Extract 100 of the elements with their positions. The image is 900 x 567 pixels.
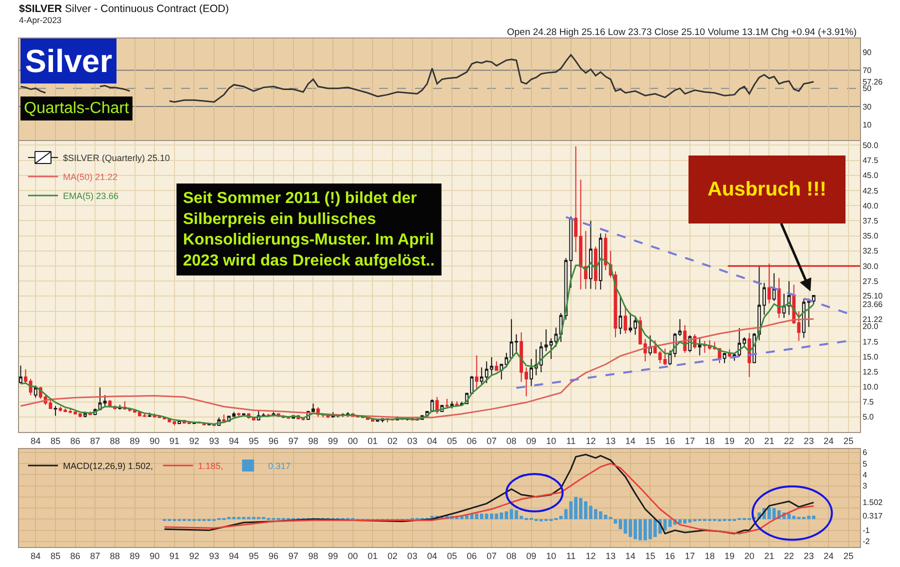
- x-tick-label: 16: [665, 550, 676, 561]
- x-tick-label: 97: [288, 436, 298, 446]
- y-tick-label: 50.0: [862, 141, 879, 150]
- y-tick-label: 90: [862, 48, 872, 57]
- x-tick-label: 93: [209, 436, 220, 446]
- x-tick-label: 14: [625, 550, 636, 561]
- x-tick-label: 95: [248, 436, 259, 446]
- legend-label: MACD(12,26,9) 1.502,: [63, 461, 154, 472]
- annotation: Ausbruch !!!: [708, 178, 826, 200]
- x-tick-label: 87: [90, 550, 100, 561]
- x-tick-label: 15: [645, 436, 656, 446]
- legend-label: $SILVER (Quarterly) 25.10: [63, 153, 170, 164]
- x-tick-label: 05: [446, 550, 457, 561]
- x-tick-label: 09: [526, 436, 536, 446]
- x-tick-label: 87: [90, 436, 100, 446]
- y-tick-label: 7.5: [862, 398, 874, 407]
- x-tick-label: 01: [368, 436, 378, 446]
- x-tick-label: 04: [427, 436, 438, 446]
- x-tick-label: 05: [446, 436, 457, 446]
- text: $SILVER Silver - Continuous Contract (EOD): [19, 3, 229, 15]
- x-tick-label: 92: [189, 436, 200, 446]
- x-tick-label: 18: [704, 436, 715, 446]
- x-tick-label: 85: [50, 436, 60, 446]
- annotation: Seit Sommer 2011 (!) bildet der Silberpreis ein bullisches Konsolidierungs-Muster. Im April 2023 wird das Dreieck aufgelöst..: [183, 190, 435, 270]
- y-tick-label: 50: [862, 84, 872, 94]
- y-tick-label: 42.5: [862, 186, 879, 196]
- x-tick-label: 18: [704, 550, 715, 561]
- y-tick-label: 27.5: [862, 276, 879, 286]
- x-tick-label: 19: [724, 436, 735, 446]
- x-tick-label: 94: [228, 550, 239, 561]
- x-tick-label: 89: [130, 550, 140, 561]
- y-tick-label: 30: [862, 102, 872, 112]
- x-tick-label: 23: [804, 436, 814, 446]
- x-tick-label: 84: [30, 436, 41, 446]
- x-tick-label: 17: [684, 550, 695, 561]
- x-tick-label: 93: [209, 550, 220, 561]
- y-tick-label: 35.0: [862, 232, 879, 241]
- x-tick-label: 06: [466, 550, 477, 561]
- x-tick-label: 04: [427, 550, 438, 561]
- y-tick-label: -1: [862, 526, 870, 536]
- x-tick-label: 99: [328, 436, 338, 446]
- x-tick-label: 13: [606, 550, 616, 561]
- x-tick-label: 89: [130, 436, 140, 446]
- x-tick-label: 92: [189, 550, 200, 561]
- x-tick-label: 10: [546, 550, 556, 561]
- y-tick-label: 10.0: [862, 382, 879, 392]
- x-tick-label: 22: [784, 436, 794, 446]
- y-tick-label: 47.5: [862, 156, 879, 166]
- x-tick-label: 00: [348, 436, 358, 446]
- x-tick-label: 84: [30, 550, 41, 561]
- y-tick-label: 20.0: [862, 322, 879, 332]
- x-tick-label: 20: [744, 436, 754, 446]
- x-tick-label: 86: [70, 550, 80, 561]
- x-tick-label: 24: [824, 550, 834, 561]
- y-tick-label: 1.502: [862, 498, 884, 508]
- x-tick-label: 00: [348, 550, 358, 561]
- x-tick-label: 17: [684, 436, 695, 446]
- x-tick-label: 03: [407, 436, 418, 446]
- x-tick-label: 07: [486, 436, 497, 446]
- x-tick-label: 19: [724, 550, 735, 561]
- x-tick-label: 06: [466, 436, 477, 446]
- x-tick-label: 16: [665, 436, 676, 446]
- x-tick-label: 88: [110, 436, 120, 446]
- x-tick-label: 09: [526, 550, 536, 561]
- x-tick-label: 08: [506, 550, 516, 561]
- y-tick-label: 15.0: [862, 352, 879, 362]
- legend-label: MA(50) 21.22: [63, 172, 118, 182]
- x-tick-label: 08: [506, 436, 516, 446]
- x-tick-label: 20: [744, 550, 754, 561]
- x-tick-label: 11: [566, 550, 576, 561]
- y-tick-label: 30.0: [862, 262, 879, 271]
- x-tick-label: 13: [606, 436, 616, 446]
- text: 4-Apr-2023: [19, 15, 62, 25]
- x-tick-label: 12: [586, 550, 596, 561]
- y-tick-label: 23.66: [862, 300, 884, 310]
- x-tick-label: 15: [645, 550, 656, 561]
- y-tick-label: 32.5: [862, 246, 879, 256]
- x-tick-label: 21: [764, 550, 774, 561]
- x-tick-label: 90: [150, 550, 160, 561]
- x-tick-label: 01: [368, 550, 378, 561]
- y-tick-label: 3: [862, 482, 868, 491]
- x-tick-label: 03: [407, 550, 418, 561]
- x-tick-label: 98: [308, 436, 318, 446]
- x-tick-label: 12: [586, 436, 596, 446]
- x-tick-label: 07: [486, 550, 497, 561]
- x-tick-label: 22: [784, 550, 794, 561]
- x-tick-label: 11: [566, 436, 576, 446]
- y-tick-label: 0.317: [862, 511, 884, 520]
- x-tick-label: 97: [288, 550, 298, 561]
- x-tick-label: 96: [268, 436, 279, 446]
- y-tick-label: 5: [862, 459, 868, 468]
- x-tick-label: 14: [625, 436, 636, 446]
- y-tick-label: 17.5: [862, 337, 879, 346]
- legend-label: EMA(5) 23.66: [63, 191, 119, 202]
- y-tick-label: 45.0: [862, 171, 879, 180]
- x-tick-label: 25: [843, 436, 854, 446]
- y-tick-label: 37.5: [862, 216, 879, 226]
- x-tick-label: 96: [268, 550, 279, 561]
- x-tick-label: 24: [824, 436, 834, 446]
- legend-label: 0.317: [268, 461, 291, 472]
